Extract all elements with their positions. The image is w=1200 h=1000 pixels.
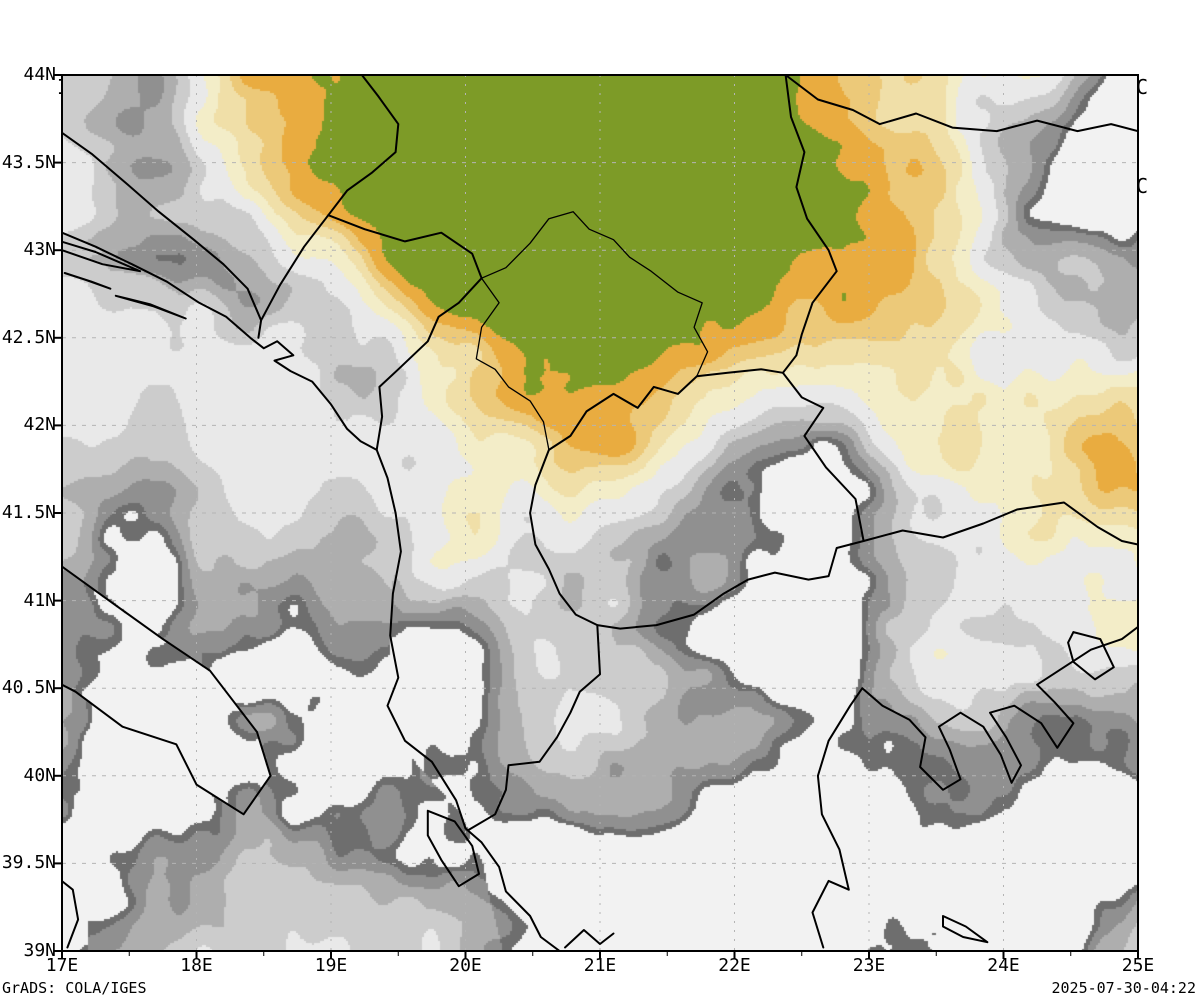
border-island-thasos: [1067, 631, 1115, 681]
border-aegean-coast: [811, 625, 1138, 949]
render-timestamp: 2025-07-30-04:22: [1051, 979, 1197, 997]
grads-credit: GrADS: COLA/IGES: [2, 979, 147, 997]
grid-lines: [62, 75, 1138, 951]
border-island-mljet: [114, 294, 187, 320]
border-island-peljesac: [62, 240, 141, 273]
border-mne-albania: [375, 277, 483, 451]
y-tick-label: 43.5N: [1, 151, 56, 173]
border-greece-bulgaria: [862, 501, 1138, 546]
border-croatia-bih: [62, 131, 263, 339]
border-bih-serbia: [260, 75, 400, 322]
x-tick-label: 17E: [45, 955, 79, 976]
border-mne-serbia: [327, 214, 483, 280]
y-tick-label: 41N: [23, 589, 56, 611]
border-island-lastovo: [63, 272, 112, 290]
x-tick-label: 20E: [449, 955, 482, 976]
y-tick-label: 43N: [23, 239, 56, 261]
border-corfu-island: [426, 809, 480, 888]
border-danube-border: [784, 75, 1138, 133]
border-greek-coast-bit: [564, 929, 615, 949]
x-tick-label: 21E: [583, 955, 617, 976]
y-tick-label: 39.5N: [1, 852, 56, 874]
axis-ticks: [54, 74, 1139, 959]
border-coast-main: [62, 231, 561, 951]
x-tick-label: 24E: [987, 955, 1020, 976]
country-borders: [62, 75, 1138, 951]
y-tick-label: 42N: [23, 414, 56, 436]
y-tick-label: 39N: [23, 940, 56, 961]
x-tick-label: 23E: [852, 955, 886, 976]
y-tick-label: 42.5N: [1, 326, 56, 348]
y-tick-label: 44N: [23, 64, 56, 85]
border-macedonia-outline: [529, 368, 865, 630]
y-tick-label: 41.5N: [1, 502, 56, 523]
border-island-sporades: [942, 915, 989, 944]
border-albania-greece: [467, 624, 601, 832]
x-tick-label: 25E: [1121, 955, 1155, 976]
border-calabria-coast: [62, 879, 80, 949]
border-italy-coast: [62, 565, 272, 816]
border-kosovo-outline: [475, 211, 709, 451]
x-tick-label: 19E: [314, 955, 348, 976]
x-tick-label: 22E: [718, 955, 751, 976]
y-tick-label: 40N: [23, 764, 56, 786]
border-serbia-bulgaria: [781, 75, 838, 374]
x-tick-label: 18E: [180, 955, 213, 976]
y-tick-label: 40.5N: [1, 677, 56, 699]
